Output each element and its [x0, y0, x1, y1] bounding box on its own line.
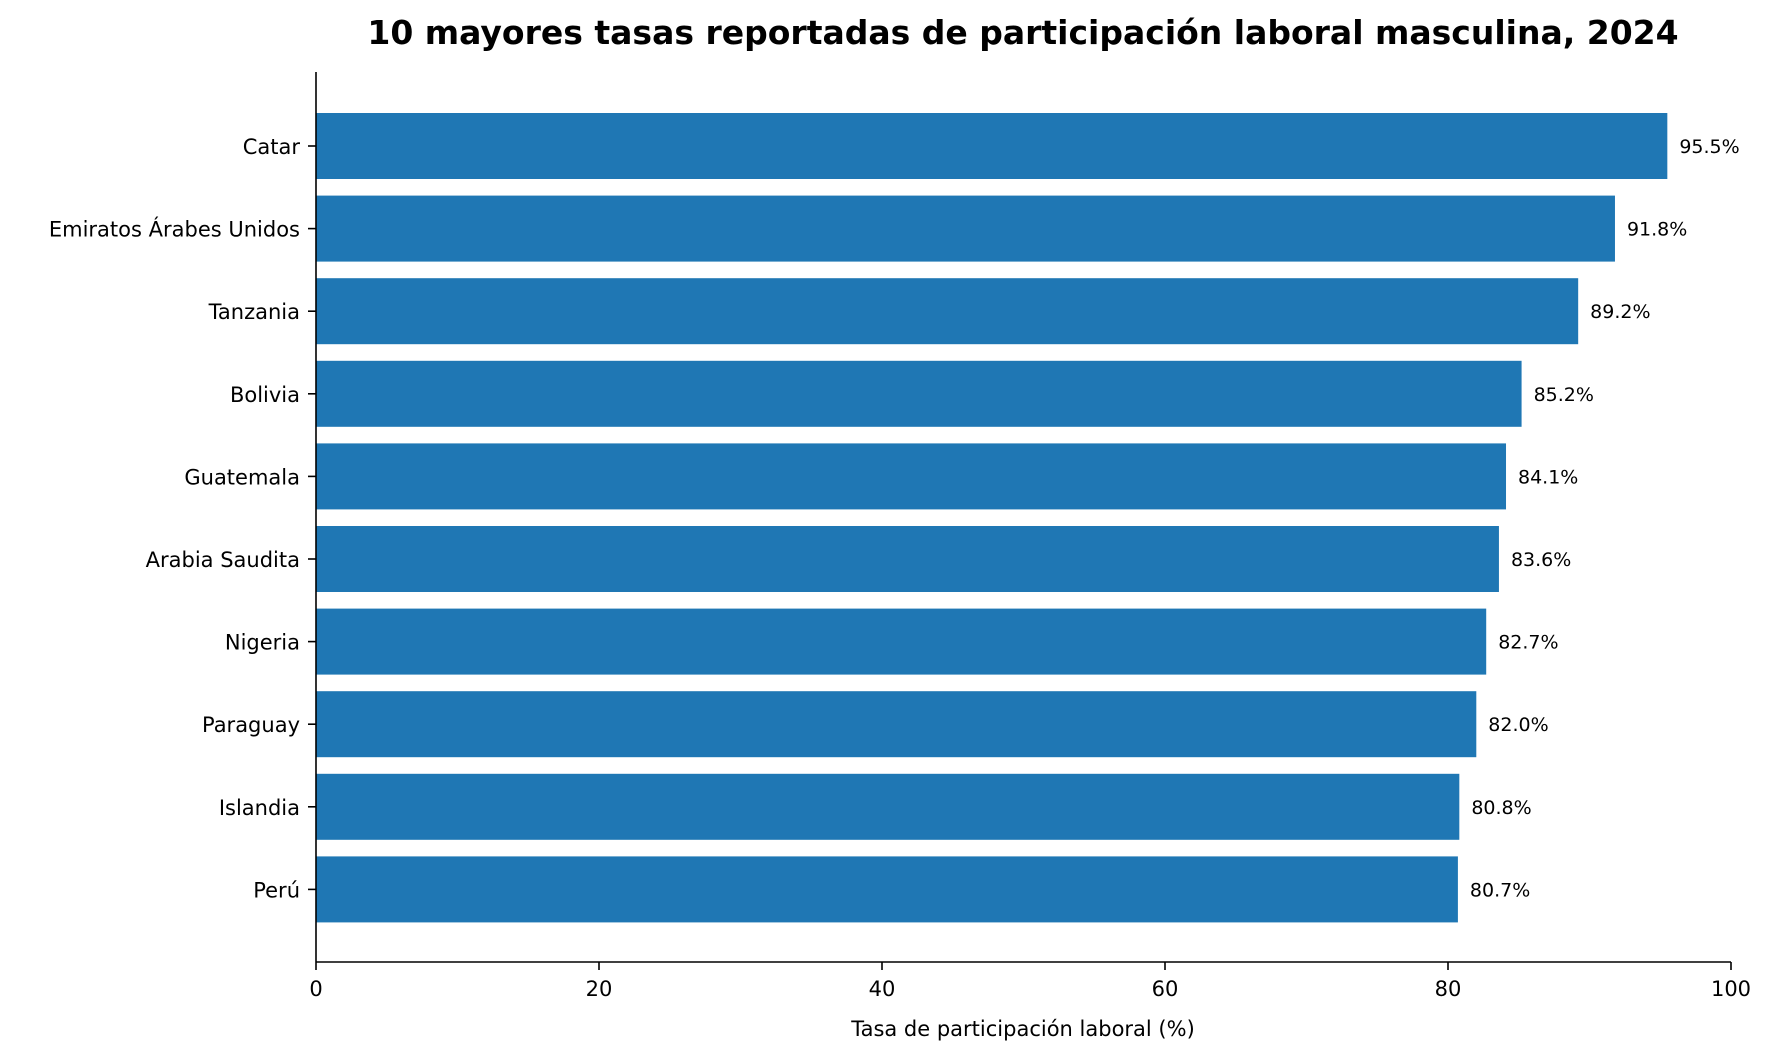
y-tick-label-guatemala: Guatemala [184, 465, 300, 489]
y-tick-label-bolivia: Bolivia [230, 383, 300, 407]
bar-catar [316, 113, 1668, 179]
data-label-guatemala: 84.1% [1518, 466, 1578, 488]
y-tick-label-catar: Catar [243, 135, 301, 159]
chart-title: 10 mayores tasas reportadas de participa… [367, 13, 1678, 52]
data-label-bolivia: 85.2% [1534, 384, 1594, 406]
x-tick-label-60: 60 [1152, 977, 1179, 1001]
data-label-catar: 95.5% [1679, 136, 1739, 158]
data-label-peru: 80.7% [1470, 879, 1530, 901]
y-tick-label-emiratos-arabes-unidos: Emiratos Árabes Unidos [49, 217, 300, 242]
bars-group [316, 113, 1668, 923]
bar-paraguay [316, 691, 1477, 758]
y-tick-label-arabia-saudita: Arabia Saudita [146, 548, 300, 572]
bar-arabia-saudita [316, 526, 1499, 592]
data-label-emiratos-arabes-unidos: 91.8% [1627, 219, 1687, 241]
bar-nigeria [316, 608, 1487, 675]
y-tick-label-islandia: Islandia [219, 796, 300, 820]
bar-tanzania [316, 278, 1579, 345]
y-tick-label-peru: Perú [253, 878, 300, 902]
data-label-islandia: 80.8% [1471, 797, 1531, 819]
bar-emiratos-arabes-unidos [316, 195, 1615, 262]
y-axis-ticks: Catar Emiratos Árabes Unidos Tanzania Boliv… [49, 135, 316, 902]
data-labels-group: 95.5% 91.8% 89.2% 85.2% 84.1% 83.6% 82.7% 82.0%… [1470, 136, 1740, 901]
data-label-tanzania: 89.2% [1590, 301, 1650, 323]
x-tick-label-100: 100 [1711, 977, 1751, 1001]
data-label-paraguay: 82.0% [1488, 714, 1548, 736]
x-axis-label: Tasa de participación laboral (%) [850, 1017, 1195, 1041]
x-axis-ticks: 0 20 40 60 80 100 [309, 962, 1751, 1001]
x-tick-label-20: 20 [586, 977, 613, 1001]
x-tick-label-80: 80 [1435, 977, 1462, 1001]
data-label-arabia-saudita: 83.6% [1511, 549, 1571, 571]
bar-peru [316, 856, 1458, 923]
data-label-nigeria: 82.7% [1498, 632, 1558, 654]
x-tick-label-40: 40 [869, 977, 896, 1001]
x-tick-label-0: 0 [309, 977, 322, 1001]
y-tick-label-paraguay: Paraguay [202, 713, 300, 737]
bar-islandia [316, 773, 1460, 840]
y-tick-label-nigeria: Nigeria [225, 631, 300, 655]
bar-guatemala [316, 443, 1507, 510]
y-tick-label-tanzania: Tanzania [208, 300, 300, 324]
bar-bolivia [316, 360, 1522, 427]
